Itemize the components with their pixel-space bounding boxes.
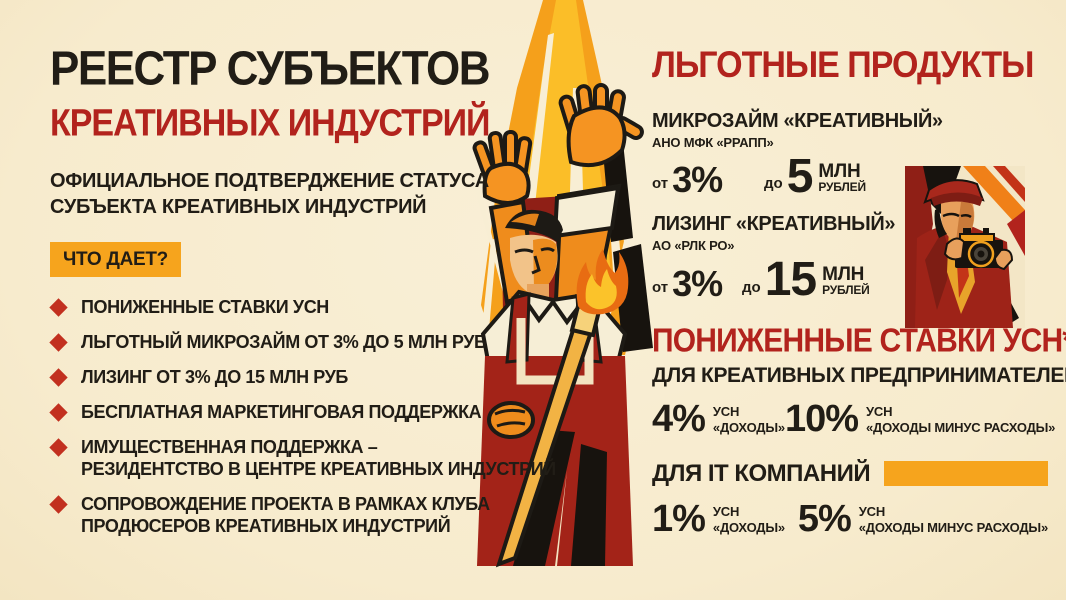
benefit-text: СОПРОВОЖДЕНИЕ ПРОЕКТА В РАМКАХ КЛУБА xyxy=(81,493,490,514)
usn-rate-value: 10% xyxy=(784,397,859,440)
rate-to-label: до xyxy=(742,278,761,296)
rate-units: МЛН РУБЛЕЙ xyxy=(818,160,866,194)
benefit-text-cont: РЕЗИДЕНТСТВО В ЦЕНТРЕ КРЕАТИВНЫХ ИНДУСТР… xyxy=(81,458,556,479)
benefits-list: ПОНИЖЕННЫЕ СТАВКИ УСН ЛЬГОТНЫЙ МИКРОЗАЙМ… xyxy=(49,297,556,538)
subtitle-line-2: СУБЪЕКТА КРЕАТИВНЫХ ИНДУСТРИЙ xyxy=(50,196,427,219)
rate-unit-mln: МЛН xyxy=(822,264,865,286)
products-header: ЛЬГОТНЫЕ ПРОДУКТЫ xyxy=(652,43,1034,86)
rate-from-label: от xyxy=(652,175,669,193)
diamond-bullet-icon xyxy=(49,495,68,514)
usn-rate-label: УСН «ДОХОДЫ МИНУС РАСХОДЫ» xyxy=(866,403,1056,435)
it-companies-label: ДЛЯ IT КОМПАНИЙ xyxy=(652,459,871,487)
worker-with-brush-illustration xyxy=(472,0,653,568)
rate-from: от 3% xyxy=(652,262,742,304)
page-title: РЕЕСТР СУБЪЕКТОВ xyxy=(50,41,491,96)
rate-to-value: 5 xyxy=(786,149,814,203)
right-column: ЛЬГОТНЫЕ ПРОДУКТЫ МИКРОЗАЙМ «КРЕАТИВНЫЙ»… xyxy=(652,43,1066,540)
benefit-text: ЛИЗИНГ ОТ 3% ДО 15 МЛН РУБ xyxy=(81,367,348,388)
diamond-bullet-icon xyxy=(49,438,68,457)
subtitle: ОФИЦИАЛЬНОЕ ПОДТВЕРДЖЕНИЕ СТАТУСА СУБЪЕК… xyxy=(50,168,530,220)
usn-rate: 10% УСН «ДОХОДЫ МИНУС РАСХОДЫ» xyxy=(784,397,1056,440)
product-microloan: МИКРОЗАЙМ «КРЕАТИВНЫЙ» АНО МФК «РРАПП» о… xyxy=(652,109,1048,203)
rate-to-value: 15 xyxy=(764,253,817,307)
product-leasing: ЛИЗИНГ «КРЕАТИВНЫЙ» АО «РЛК РО» от 3% до… xyxy=(652,213,1048,307)
rate-unit-mln: МЛН xyxy=(818,160,861,182)
usn-rate: 4% УСН «ДОХОДЫ» xyxy=(652,397,785,440)
benefit-text: БЕСПЛАТНАЯ МАРКЕТИНГОВАЯ ПОДДЕРЖКА xyxy=(81,402,482,423)
usn-rate-label: УСН «ДОХОДЫ МИНУС РАСХОДЫ» xyxy=(858,503,1048,535)
it-rates-row: 1% УСН «ДОХОДЫ» 5% УСН «ДОХОДЫ МИНУС РАС… xyxy=(652,497,1048,540)
product-org: АНО МФК «РРАПП» xyxy=(652,134,774,150)
rate-from-label: от xyxy=(652,278,669,296)
usn-rate-label: УСН «ДОХОДЫ» xyxy=(712,503,785,535)
usn-rate-value: 5% xyxy=(797,497,852,540)
usn-rate: 5% УСН «ДОХОДЫ МИНУС РАСХОДЫ» xyxy=(797,497,1048,540)
benefit-text: ЛЬГОТНЫЙ МИКРОЗАЙМ ОТ 3% ДО 5 МЛН РУБ xyxy=(81,332,487,353)
it-highlight-bar xyxy=(884,461,1048,487)
diamond-bullet-icon xyxy=(49,403,68,422)
diamond-bullet-icon xyxy=(49,368,68,387)
list-item: СОПРОВОЖДЕНИЕ ПРОЕКТА В РАМКАХ КЛУБА ПРОД… xyxy=(49,493,530,538)
product-name: МИКРОЗАЙМ «КРЕАТИВНЫЙ» xyxy=(652,109,943,132)
usn-subheader: ДЛЯ КРЕАТИВНЫХ ПРЕДПРИНИМАТЕЛЕЙ xyxy=(652,363,1066,387)
list-item: ПОНИЖЕННЫЕ СТАВКИ УСН xyxy=(49,297,530,319)
benefit-text-cont: ПРОДЮСЕРОВ КРЕАТИВНЫХ ИНДУСТРИЙ xyxy=(81,515,451,536)
photographer-illustration xyxy=(905,166,1025,328)
usn-rates-row: 4% УСН «ДОХОДЫ» 10% УСН «ДОХОДЫ МИНУС РА… xyxy=(652,397,1055,440)
usn-rate-value: 1% xyxy=(652,497,706,540)
rate-unit-rub: РУБЛЕЙ xyxy=(818,179,866,194)
product-org: АО «РЛК РО» xyxy=(652,238,735,254)
usn-rate-label: УСН «ДОХОДЫ» xyxy=(712,403,785,435)
list-item: ЛИЗИНГ ОТ 3% ДО 15 МЛН РУБ xyxy=(49,367,530,389)
rate-from-value: 3% xyxy=(672,159,723,201)
diamond-bullet-icon xyxy=(49,333,68,352)
product-rate-row: от 3% до 15 МЛН РУБЛЕЙ xyxy=(652,253,1048,307)
diamond-bullet-icon xyxy=(49,298,68,317)
rate-units: МЛН РУБЛЕЙ xyxy=(822,264,870,298)
rate-to: до 5 МЛН РУБЛЕЙ xyxy=(764,149,866,203)
rate-from-value: 3% xyxy=(672,262,723,304)
page-title-accent: КРЕАТИВНЫХ ИНДУСТРИЙ xyxy=(50,101,491,145)
rate-to: до 15 МЛН РУБЛЕЙ xyxy=(742,253,870,307)
rate-unit-rub: РУБЛЕЙ xyxy=(822,283,870,298)
benefits-label-chip: ЧТО ДАЕТ? xyxy=(50,242,181,278)
benefit-text: ИМУЩЕСТВЕННАЯ ПОДДЕРЖКА – xyxy=(81,437,378,457)
benefit-text: ПОНИЖЕННЫЕ СТАВКИ УСН xyxy=(81,297,329,318)
rate-from: от 3% xyxy=(652,159,764,201)
usn-header: ПОНИЖЕННЫЕ СТАВКИ УСН* xyxy=(652,322,1066,359)
subtitle-line-1: ОФИЦИАЛЬНОЕ ПОДТВЕРДЖЕНИЕ СТАТУСА xyxy=(50,170,489,193)
list-item: БЕСПЛАТНАЯ МАРКЕТИНГОВАЯ ПОДДЕРЖКА xyxy=(49,402,530,424)
product-rate-row: от 3% до 5 МЛН РУБЛЕЙ xyxy=(652,149,1048,203)
usn-rate: 1% УСН «ДОХОДЫ» xyxy=(652,497,798,540)
usn-rate-value: 4% xyxy=(652,397,706,440)
rate-to-label: до xyxy=(764,175,783,193)
list-item: ИМУЩЕСТВЕННАЯ ПОДДЕРЖКА – РЕЗИДЕНТСТВО В … xyxy=(49,437,556,481)
product-name: ЛИЗИНГ «КРЕАТИВНЫЙ» xyxy=(652,213,896,236)
it-companies-row: ДЛЯ IT КОМПАНИЙ xyxy=(652,460,1048,488)
left-column: РЕЕСТР СУБЪЕКТОВ КРЕАТИВНЫХ ИНДУСТРИЙ ОФ… xyxy=(49,41,556,551)
list-item: ЛЬГОТНЫЙ МИКРОЗАЙМ ОТ 3% ДО 5 МЛН РУБ xyxy=(49,332,530,354)
